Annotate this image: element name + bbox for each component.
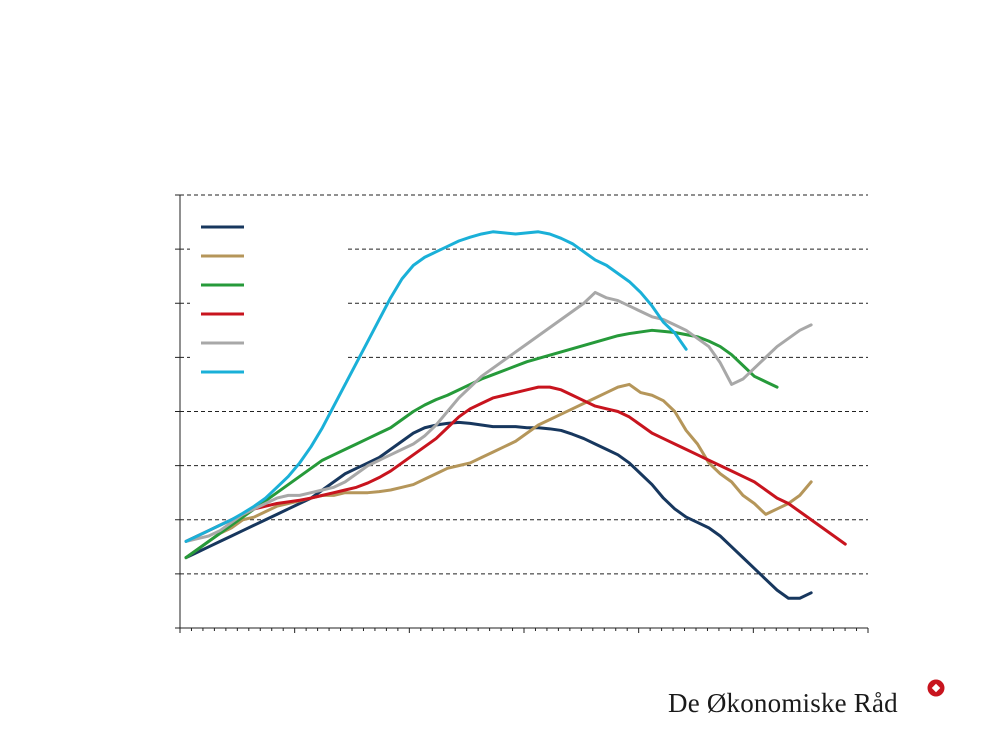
- series-line-5: [184, 290, 813, 543]
- series-line-2: [184, 382, 813, 560]
- brand-logo: De Økonomiske Råd: [668, 679, 968, 728]
- series-line-3: [184, 328, 779, 560]
- legend: [190, 212, 345, 382]
- series-lines: [184, 230, 847, 600]
- logo-text: De Økonomiske Råd: [668, 688, 898, 718]
- legend-box: [190, 212, 345, 382]
- series-line-4: [184, 385, 847, 546]
- logo-emblem-icon: [927, 679, 945, 697]
- axes: [175, 194, 869, 633]
- series-line-1: [184, 420, 813, 600]
- series-line-6: [184, 230, 688, 543]
